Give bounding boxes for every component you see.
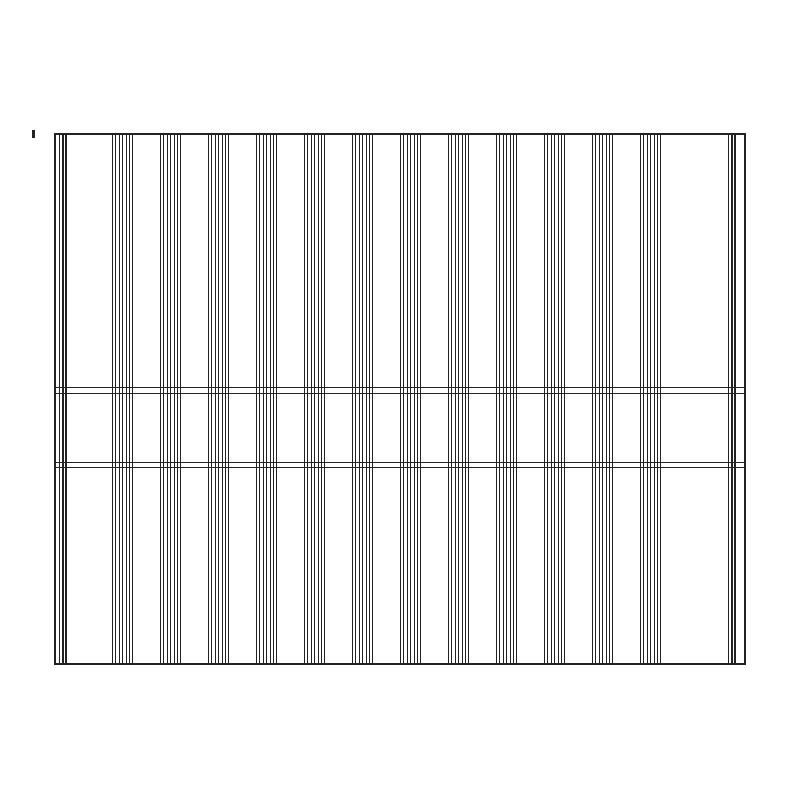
vertical-grid-line (516, 133, 517, 665)
vertical-grid-line (420, 133, 421, 665)
vertical-grid-line (558, 133, 559, 665)
vertical-grid-line (59, 133, 60, 665)
vertical-grid-line (547, 133, 548, 665)
vertical-grid-line (222, 133, 223, 665)
vertical-grid-line (218, 133, 219, 665)
vertical-grid-line (468, 133, 469, 665)
vertical-grid-line (180, 133, 181, 665)
vertical-grid-line (506, 133, 507, 665)
vertical-grid-line (129, 133, 130, 665)
vertical-grid-line (660, 133, 661, 665)
vertical-grid-line (654, 133, 655, 665)
vertical-grid-line (228, 133, 229, 665)
vertical-grid-line (259, 133, 260, 665)
vertical-grid-line (266, 133, 267, 665)
vertical-grid-line (163, 133, 164, 665)
vertical-grid-line (417, 133, 418, 665)
vertical-grid-line (314, 133, 315, 665)
vertical-grid-line (177, 133, 178, 665)
drawing-canvas (0, 0, 800, 799)
vertical-grid-line (256, 133, 257, 665)
vertical-grid-line (496, 133, 497, 665)
vertical-grid-line (503, 133, 504, 665)
vertical-grid-line (513, 133, 514, 665)
vertical-grid-line (462, 133, 463, 665)
vertical-grid-line (465, 133, 466, 665)
vertical-grid-line (551, 133, 552, 665)
vertical-grid-line (606, 133, 607, 665)
vertical-grid-line (734, 133, 735, 665)
vertical-grid-line (592, 133, 593, 665)
vertical-grid-line (609, 133, 610, 665)
vertical-grid-line (366, 133, 367, 665)
vertical-grid-line (561, 133, 562, 665)
vertical-grid-line (215, 133, 216, 665)
vertical-grid-line (208, 133, 209, 665)
vertical-grid-line (640, 133, 641, 665)
vertical-grid-line (324, 133, 325, 665)
vertical-grid-line (612, 133, 613, 665)
vertical-grid-line (318, 133, 319, 665)
vertical-grid-line (311, 133, 312, 665)
vertical-grid-line (599, 133, 600, 665)
vertical-grid-line (126, 133, 127, 665)
vertical-grid-line (263, 133, 264, 665)
vertical-grid-line (731, 133, 732, 665)
vertical-grid-line (650, 133, 651, 665)
vertical-grid-line (122, 133, 123, 665)
vertical-grid-line (458, 133, 459, 665)
vertical-grid-line (119, 133, 120, 665)
vertical-grid-line (270, 133, 271, 665)
vertical-grid-line (174, 133, 175, 665)
vertical-grid-line (403, 133, 404, 665)
vertical-grid-line (602, 133, 603, 665)
margin-tick (32, 130, 35, 138)
vertical-grid-line (211, 133, 212, 665)
vertical-grid-line (273, 133, 274, 665)
vertical-grid-line (225, 133, 226, 665)
vertical-grid-line (657, 133, 658, 665)
vertical-grid-line (595, 133, 596, 665)
vertical-grid-line (359, 133, 360, 665)
vertical-grid-line (167, 133, 168, 665)
vertical-grid-line (362, 133, 363, 665)
vertical-grid-line (115, 133, 116, 665)
vertical-grid-line (455, 133, 456, 665)
horizontal-grid-line (54, 462, 746, 463)
vertical-grid-line (160, 133, 161, 665)
horizontal-grid-line (54, 387, 746, 388)
vertical-grid-line (304, 133, 305, 665)
vertical-grid-line (564, 133, 565, 665)
horizontal-grid-line (54, 393, 746, 394)
vertical-grid-line (407, 133, 408, 665)
vertical-grid-line (62, 133, 63, 665)
vertical-grid-line (554, 133, 555, 665)
vertical-grid-line (276, 133, 277, 665)
vertical-grid-line (372, 133, 373, 665)
vertical-grid-line (544, 133, 545, 665)
vertical-grid-line (448, 133, 449, 665)
horizontal-grid-line (54, 467, 746, 468)
vertical-grid-line (112, 133, 113, 665)
vertical-grid-line (132, 133, 133, 665)
vertical-grid-line (647, 133, 648, 665)
vertical-grid-line (369, 133, 370, 665)
vertical-grid-line (414, 133, 415, 665)
vertical-grid-line (499, 133, 500, 665)
vertical-grid-line (451, 133, 452, 665)
vertical-grid-line (321, 133, 322, 665)
vertical-grid-line (352, 133, 353, 665)
vertical-grid-line (728, 133, 729, 665)
vertical-grid-line (355, 133, 356, 665)
vertical-grid-line (65, 133, 66, 665)
vertical-grid-line (410, 133, 411, 665)
vertical-grid-line (307, 133, 308, 665)
vertical-grid-line (400, 133, 401, 665)
vertical-grid-line (643, 133, 644, 665)
vertical-grid-line (170, 133, 171, 665)
vertical-grid-line (510, 133, 511, 665)
